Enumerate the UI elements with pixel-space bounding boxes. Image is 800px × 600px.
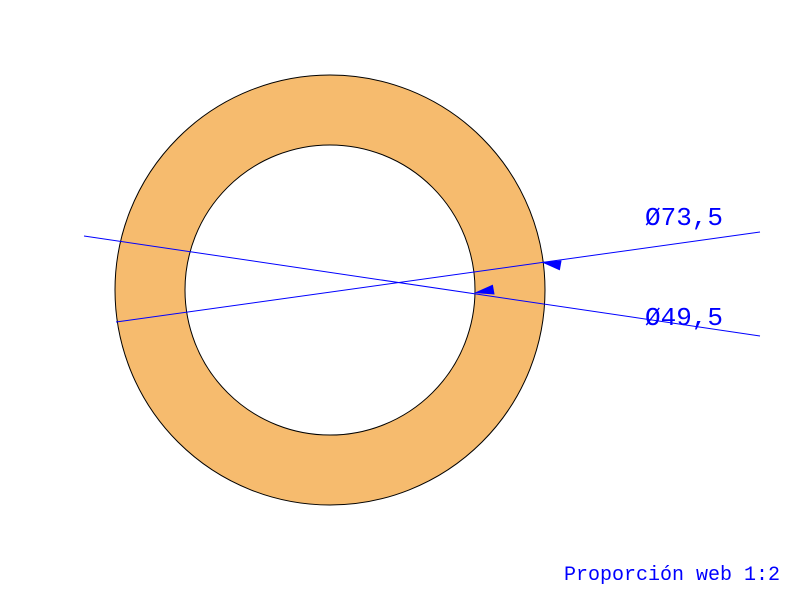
inner-dim-label: Ø49,5	[645, 303, 723, 333]
scale-footer: Proporción web 1:2	[564, 564, 780, 587]
outer-dim-label: Ø73,5	[645, 203, 723, 233]
